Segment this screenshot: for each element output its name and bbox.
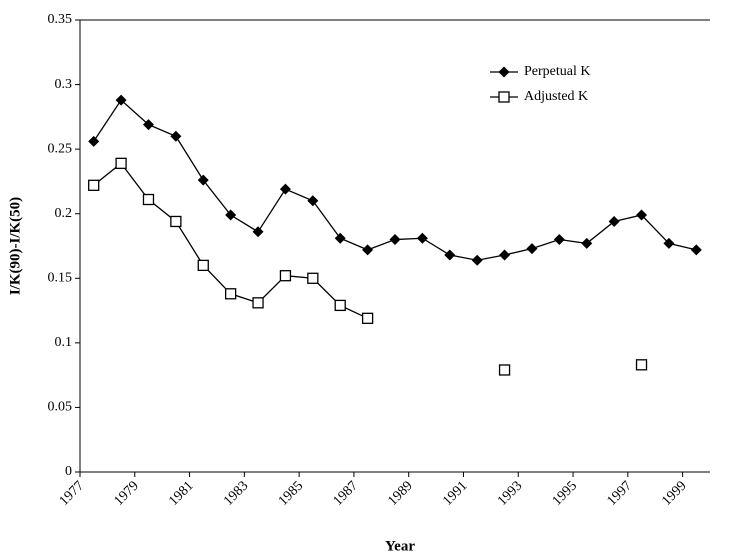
diamond-marker [416,232,428,244]
diamond-marker [88,135,100,147]
x-tick-label: 1999 [659,478,689,508]
square-marker [197,259,209,272]
diamond-marker [307,195,319,207]
diamond-marker [608,215,620,227]
y-tick-label: 0.2 [55,206,73,221]
square-marker [635,359,648,371]
diamond-marker [115,94,127,106]
square-marker [334,299,346,312]
diamond-marker [526,243,538,255]
y-axis-label: I/K(90)-I/K(50) [7,197,23,295]
y-tick-label: 0.35 [48,12,73,27]
diamond-marker [252,226,264,238]
diamond-marker [581,237,593,249]
x-tick-label: 1997 [605,478,635,508]
diamond-marker [553,234,565,246]
square-marker [498,364,511,376]
square-marker [88,179,100,191]
square-marker [361,312,374,324]
square-marker [115,157,127,169]
legend-marker [498,66,510,78]
square-marker [252,297,264,309]
y-tick-label: 0.1 [55,335,73,350]
diamond-marker [197,174,209,186]
x-tick-label: 1989 [385,478,415,508]
x-tick-label: 1993 [495,478,525,508]
diamond-marker [663,237,675,249]
diamond-marker [471,254,483,266]
square-marker [279,270,292,282]
legend-marker [498,91,510,103]
x-tick-label: 1979 [111,478,141,508]
x-tick-label: 1977 [57,478,87,508]
diamond-marker [142,119,154,131]
square-marker [225,288,237,300]
diamond-marker [279,183,291,195]
diamond-marker [334,232,346,244]
y-tick-label: 0 [65,464,72,479]
diamond-marker [690,244,702,256]
x-tick-label: 1983 [221,478,251,508]
square-marker [142,193,155,206]
x-tick-label: 1985 [276,478,306,508]
legend-label: Adjusted K [524,89,588,104]
x-tick-label: 1981 [166,478,196,508]
diamond-marker [389,234,401,246]
diamond-marker [225,209,237,221]
series-line [94,163,642,364]
legend-label: Perpetual K [524,64,590,79]
diamond-marker [170,130,182,142]
square-marker [307,272,319,284]
diamond-marker [444,249,456,261]
diamond-marker [636,209,648,221]
square-marker [170,215,182,228]
y-tick-label: 0.15 [48,271,73,286]
y-tick-label: 0.05 [48,400,73,415]
y-tick-label: 0.3 [55,77,73,92]
x-axis-label: Year [385,538,415,554]
y-tick-label: 0.25 [48,141,73,156]
x-tick-label: 1987 [331,478,361,508]
diamond-marker [499,249,511,261]
x-tick-label: 1995 [550,478,580,508]
diamond-marker [362,244,374,256]
x-tick-label: 1991 [440,478,470,508]
